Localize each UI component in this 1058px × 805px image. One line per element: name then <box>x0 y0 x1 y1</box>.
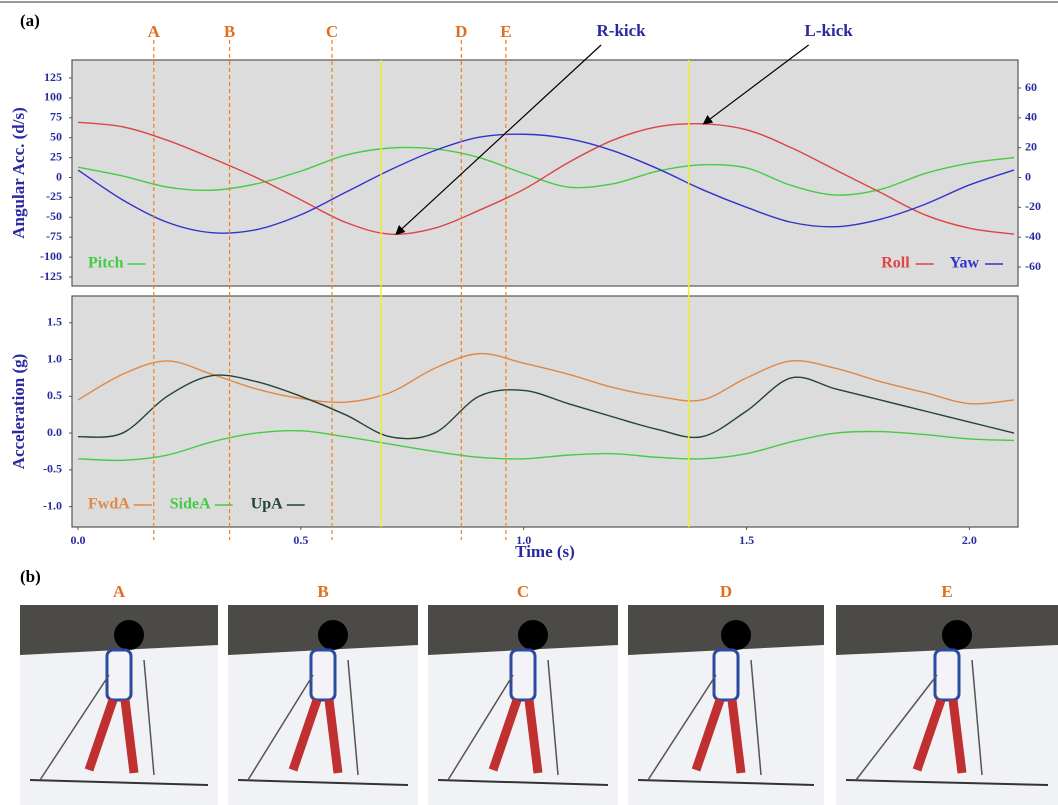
photo-poles <box>39 659 155 781</box>
photo-caption: D <box>720 582 732 601</box>
photo-legs <box>691 698 746 774</box>
photo-face-mask <box>318 620 348 650</box>
legend-label: Pitch <box>88 255 124 272</box>
y-axis-label: Angular Acc. (d/s) <box>9 107 28 238</box>
phase-label: D <box>455 22 467 41</box>
series-line <box>77 121 1015 236</box>
legend-label: Roll <box>881 255 910 272</box>
y-tick-label: -75 <box>46 229 62 243</box>
photo-legs <box>288 698 343 774</box>
series-line <box>77 352 1015 405</box>
y2-tick-label: -60 <box>1025 259 1041 273</box>
x-tick-label: 0.0 <box>71 533 86 547</box>
series-line <box>77 374 1015 440</box>
annotation-arrow <box>395 44 602 235</box>
y-tick-label: 0.0 <box>47 425 62 439</box>
series-line <box>77 429 1015 462</box>
y-axis-label: Acceleration (g) <box>9 354 28 470</box>
legend-label: UpA <box>251 496 283 513</box>
photo-poles <box>247 659 359 781</box>
photo <box>836 605 1058 805</box>
photo-face-mask <box>518 620 548 650</box>
photo-torso <box>105 648 133 702</box>
x-tick-label: 0.5 <box>293 533 308 547</box>
phase-label: E <box>500 22 511 41</box>
photo-torso <box>509 648 537 702</box>
photo-snow <box>228 645 418 805</box>
x-tick-label: 1.0 <box>516 533 531 547</box>
photo-poles <box>855 659 983 781</box>
legend-label: SideA <box>170 496 211 513</box>
x-axis-label: Time (s) <box>515 542 575 561</box>
photo-skis <box>637 779 815 786</box>
panel-label: (a) <box>20 11 40 30</box>
photo-caption: B <box>317 582 328 601</box>
y2-tick-label: -20 <box>1025 199 1041 213</box>
y-tick-label: 125 <box>44 70 62 84</box>
photo-snow <box>628 645 824 805</box>
y-tick-label: 1.0 <box>47 351 62 365</box>
photo-caption: A <box>113 582 126 601</box>
y-tick-label: 75 <box>50 110 62 124</box>
y2-tick-label: 20 <box>1025 139 1037 153</box>
y-tick-label: -25 <box>46 189 62 203</box>
legend-label: Yaw <box>950 255 980 272</box>
photo-legs <box>912 698 967 774</box>
photo <box>228 605 418 805</box>
photo-caption: C <box>517 582 529 601</box>
phase-label: C <box>326 22 338 41</box>
y-tick-label: -100 <box>40 249 62 263</box>
photo-poles <box>447 659 559 781</box>
photo-legs <box>488 698 543 774</box>
y-tick-label: 0.5 <box>47 388 62 402</box>
photo <box>628 605 824 805</box>
y-tick-label: -0.5 <box>43 462 62 476</box>
phase-label: A <box>148 22 161 41</box>
series-line <box>77 146 1015 196</box>
y2-tick-label: 40 <box>1025 110 1037 124</box>
annotation-label: L-kick <box>805 21 854 40</box>
photo-snow <box>20 645 218 805</box>
photo <box>428 605 618 805</box>
y2-tick-label: 0 <box>1025 169 1031 183</box>
series-line <box>77 133 1015 234</box>
y-tick-label: 100 <box>44 90 62 104</box>
plot-area <box>71 295 1019 528</box>
legend-label: FwdA <box>88 496 130 513</box>
photo-face-mask <box>114 620 144 650</box>
phase-label: B <box>224 22 235 41</box>
photo-face-mask <box>721 620 751 650</box>
photo-skis <box>237 779 409 786</box>
photo-snow <box>428 645 618 805</box>
photo-snow <box>836 645 1058 805</box>
photo-skis <box>29 779 209 786</box>
y-tick-label: 0 <box>56 169 62 183</box>
y-tick-label: -125 <box>40 269 62 283</box>
photo-skis <box>437 779 609 786</box>
x-tick-label: 2.0 <box>962 533 977 547</box>
photo <box>20 605 218 805</box>
y-tick-label: 50 <box>50 129 62 143</box>
photo-skis <box>845 779 1049 786</box>
x-tick-label: 1.5 <box>739 533 754 547</box>
y-tick-label: 1.5 <box>47 314 62 328</box>
photo-poles <box>647 659 762 781</box>
y-tick-label: -50 <box>46 209 62 223</box>
y-tick-label: 25 <box>50 149 62 163</box>
plot-area <box>71 59 1019 287</box>
annotation-label: R-kick <box>597 21 647 40</box>
photo-torso <box>933 648 961 702</box>
annotation-arrow <box>702 44 809 125</box>
photo-face-mask <box>942 620 972 650</box>
y2-tick-label: 60 <box>1025 80 1037 94</box>
photo-torso <box>309 648 337 702</box>
y2-tick-label: -40 <box>1025 229 1041 243</box>
y-tick-label: -1.0 <box>43 498 62 512</box>
photo-caption: E <box>941 582 952 601</box>
photo-legs <box>84 698 139 774</box>
panel-label: (b) <box>20 567 41 586</box>
photo-torso <box>712 648 740 702</box>
